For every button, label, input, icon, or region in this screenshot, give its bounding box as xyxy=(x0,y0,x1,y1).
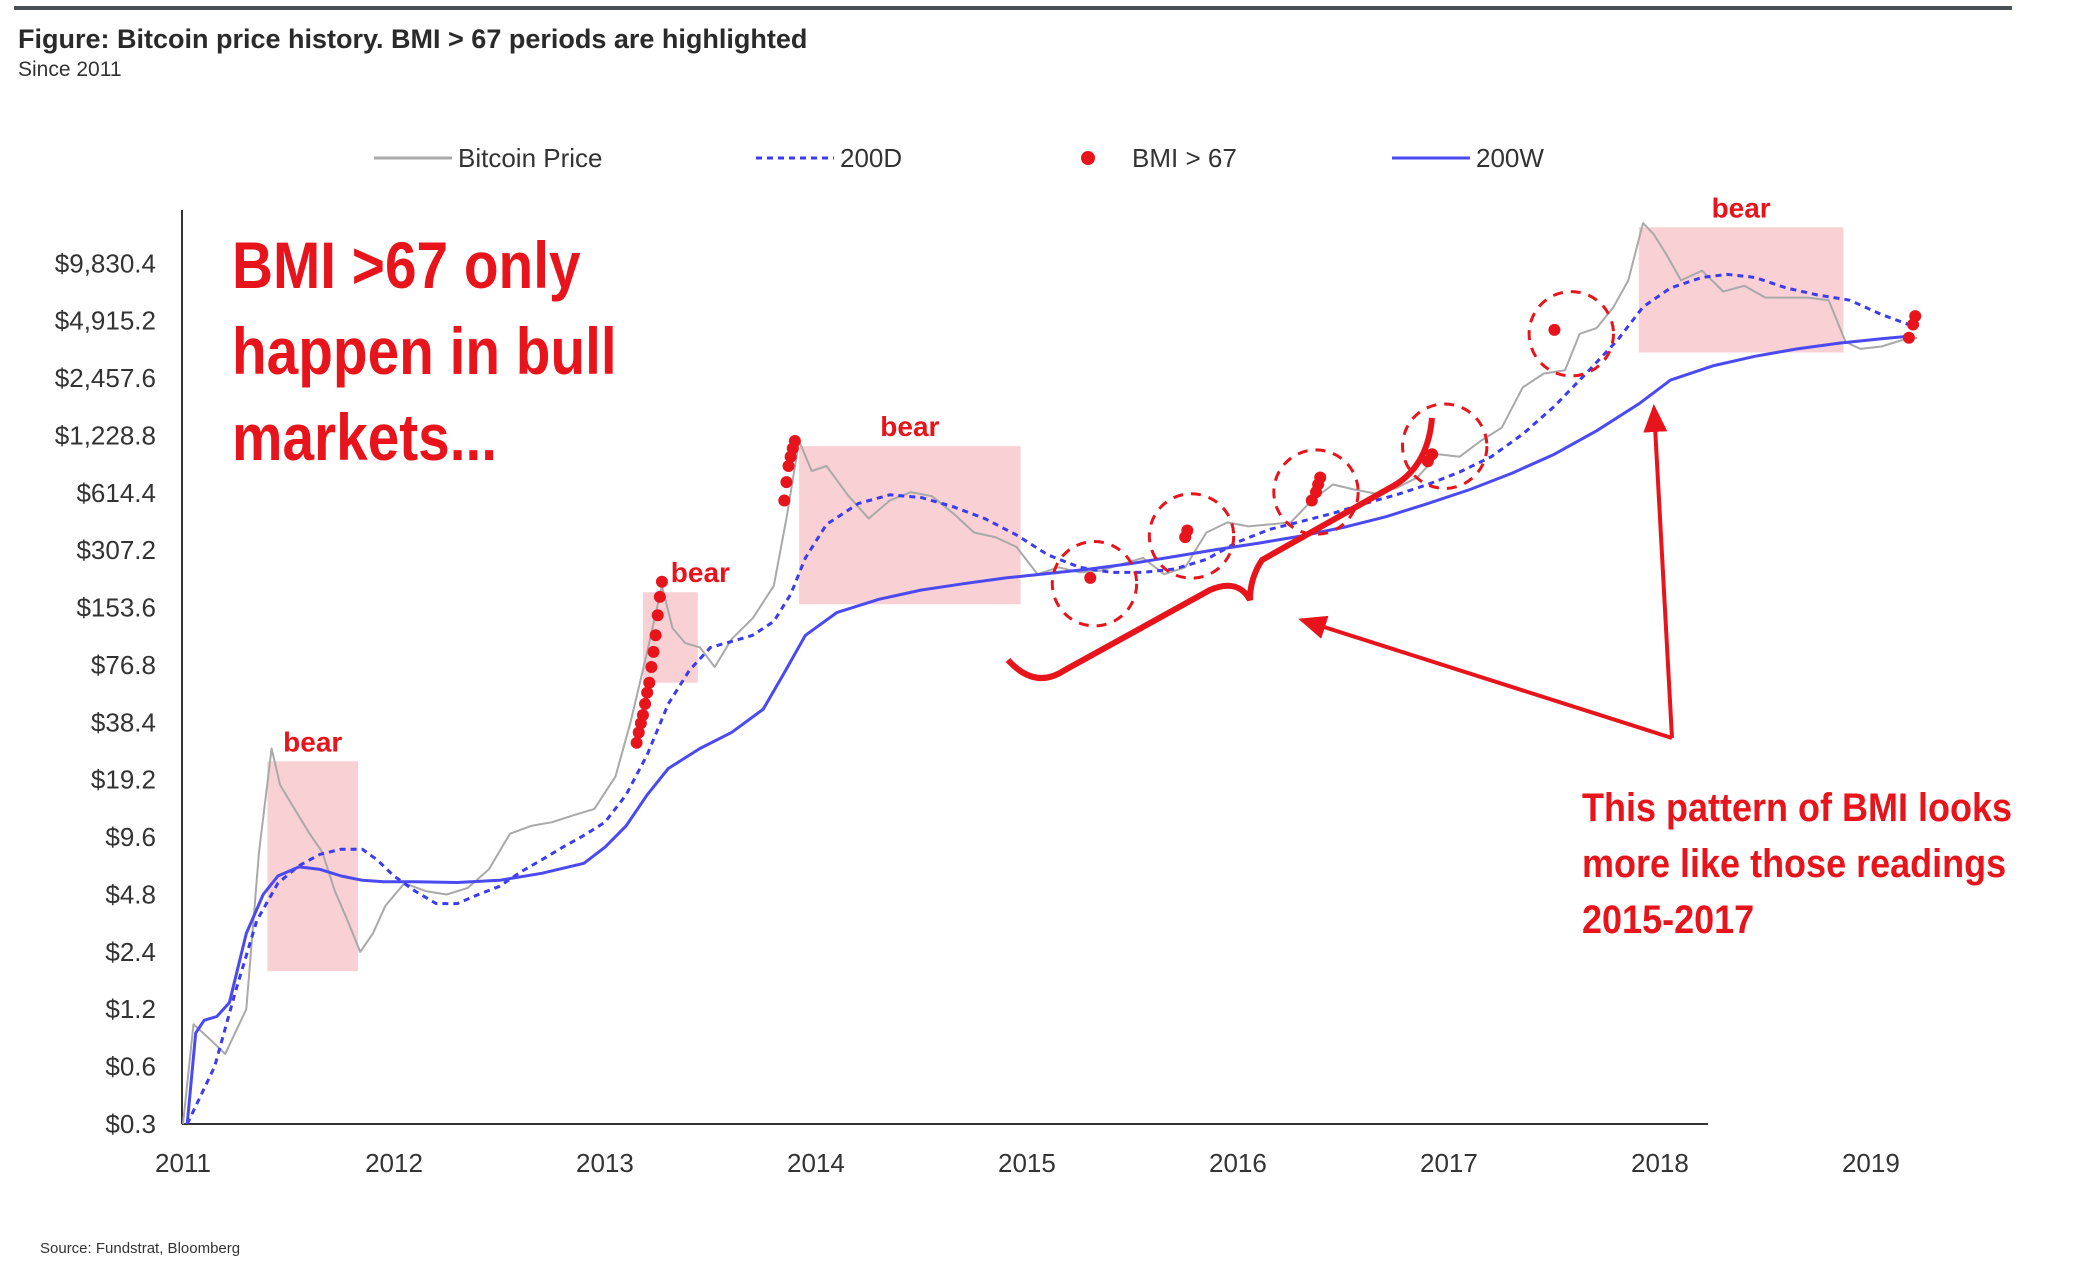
arrow-to-brace xyxy=(1298,615,1673,740)
main-annotation-line-1: BMI >67 only xyxy=(232,228,581,302)
bmi-point xyxy=(1548,323,1561,336)
series-line-dashed-blue xyxy=(185,272,1914,1125)
highlight-circle xyxy=(1147,492,1236,580)
y-tick-label: $19.2 xyxy=(91,765,156,795)
legend: Bitcoin Price 200D BMI > 67 200W xyxy=(374,143,1544,173)
source-note: Source: Fundstrat, Bloomberg xyxy=(40,1240,241,1257)
highlight-circles xyxy=(1050,290,1616,628)
side-annotation-line-2: more like those readings xyxy=(1582,842,2007,886)
bmi-point xyxy=(630,736,643,749)
x-tick-label: 2013 xyxy=(576,1148,634,1178)
axes xyxy=(181,210,1708,1125)
bmi-point xyxy=(641,686,654,699)
legend-label-price: Bitcoin Price xyxy=(458,143,603,173)
bmi-point xyxy=(653,590,666,603)
bmi-point xyxy=(636,708,649,721)
bmi-point xyxy=(643,676,656,689)
bmi-point xyxy=(651,609,664,622)
bear-periods: bear bear bear bear xyxy=(267,192,1844,972)
bmi-point xyxy=(632,726,645,739)
bear-label: bear xyxy=(880,411,939,442)
y-tick-label: $9.6 xyxy=(105,822,156,852)
bmi-points xyxy=(630,310,1922,749)
x-tick-labels: 2011 2012 2013 2014 2015 2016 2017 2018 2019 xyxy=(155,1148,1900,1178)
bear-box xyxy=(799,446,1021,605)
series xyxy=(182,222,1918,1125)
x-tick-label: 2016 xyxy=(1209,1148,1267,1178)
y-tick-labels: $0.3 $0.6 $1.2 $2.4 $4.8 $9.6 $19.2 $38.4 $76.8 $… xyxy=(55,248,156,1139)
main-annotation-line-3: markets... xyxy=(232,400,498,474)
highlight-circle xyxy=(1272,448,1360,536)
bear-label: bear xyxy=(671,557,730,588)
bear-label: bear xyxy=(283,726,342,757)
bmi-point xyxy=(782,460,795,473)
y-tick-label: $0.3 xyxy=(105,1109,156,1139)
x-tick-label: 2012 xyxy=(365,1148,423,1178)
figure-title: Figure: Bitcoin price history. BMI > 67 … xyxy=(18,24,808,54)
bmi-point xyxy=(1084,571,1097,584)
top-rule xyxy=(14,6,2012,10)
y-tick-label: $153.6 xyxy=(76,593,156,623)
x-tick-label: 2014 xyxy=(787,1148,845,1178)
bmi-point xyxy=(649,629,662,642)
y-tick-label: $2.4 xyxy=(105,937,156,967)
x-tick-label: 2011 xyxy=(155,1148,211,1178)
x-tick-label: 2017 xyxy=(1420,1148,1478,1178)
y-tick-label: $4.8 xyxy=(105,879,156,909)
side-annotation: This pattern of BMI looks more like thos… xyxy=(1582,780,2082,948)
legend-swatch-bmi xyxy=(1081,151,1095,165)
bmi-point xyxy=(655,575,668,588)
y-tick-label: $4,915.2 xyxy=(55,306,156,336)
y-tick-label: $9,830.4 xyxy=(55,248,156,278)
legend-label-200w: 200W xyxy=(1476,143,1544,173)
bmi-point xyxy=(788,434,801,447)
main-annotation-line-2: happen in bull xyxy=(232,314,617,388)
x-tick-label: 2019 xyxy=(1842,1148,1900,1178)
y-tick-label: $2,457.6 xyxy=(55,363,156,393)
bmi-point xyxy=(780,476,793,489)
highlight-circle xyxy=(1401,402,1489,490)
series-line-solid-blue xyxy=(185,334,1914,1125)
main-annotation: BMI >67 only happen in bull markets... xyxy=(232,222,714,480)
y-tick-label: $38.4 xyxy=(91,707,156,737)
bmi-point xyxy=(1909,310,1922,323)
bmi-point xyxy=(1426,448,1439,461)
bmi-point xyxy=(1314,471,1327,484)
legend-label-200d: 200D xyxy=(840,143,902,173)
figure-subtitle: Since 2011 xyxy=(18,58,122,81)
bmi-point xyxy=(645,660,658,673)
x-tick-label: 2018 xyxy=(1631,1148,1689,1178)
y-tick-label: $76.8 xyxy=(91,650,156,680)
y-tick-label: $614.4 xyxy=(76,478,156,508)
series-line-solid-thin-gray xyxy=(182,222,1918,1125)
y-tick-label: $307.2 xyxy=(76,535,156,565)
bmi-point xyxy=(639,697,652,710)
bear-box xyxy=(1638,227,1844,353)
y-tick-label: $1.2 xyxy=(105,994,156,1024)
bmi-point xyxy=(1902,331,1915,344)
highlight-circle xyxy=(1527,290,1616,378)
bear-box xyxy=(267,761,359,972)
bear-label: bear xyxy=(1712,192,1771,223)
bmi-point xyxy=(778,494,791,507)
y-tick-label: $0.6 xyxy=(105,1052,156,1082)
side-annotation-line-3: 2015-2017 xyxy=(1582,898,1755,942)
side-annotation-line-1: This pattern of BMI looks xyxy=(1582,786,2013,830)
highlight-circle xyxy=(1050,540,1139,628)
annotation-arrows xyxy=(1005,404,1674,740)
legend-label-bmi: BMI > 67 xyxy=(1132,143,1237,173)
bmi-point xyxy=(647,645,660,658)
arrow-to-current xyxy=(1643,404,1674,739)
x-tick-label: 2015 xyxy=(998,1148,1056,1178)
annotation-brace xyxy=(1005,417,1435,681)
bmi-point xyxy=(1181,524,1194,537)
y-tick-label: $1,228.8 xyxy=(55,420,156,450)
